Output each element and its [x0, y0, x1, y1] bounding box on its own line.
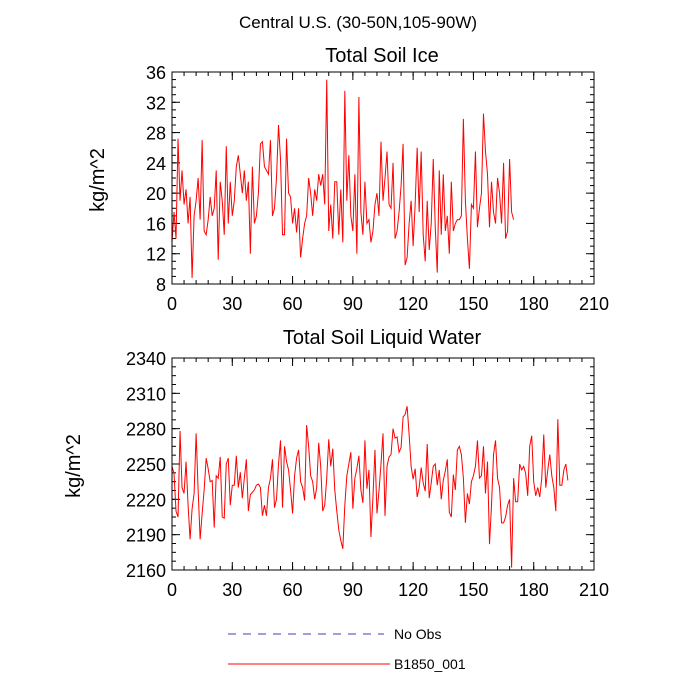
y-tick-label: 2220	[126, 490, 166, 510]
x-tick-label: 0	[167, 294, 177, 314]
y-tick-label: 2310	[126, 384, 166, 404]
legend-label-b1850: B1850_001	[394, 656, 466, 672]
x-tick-label: 150	[458, 580, 488, 600]
legend: No Obs B1850_001	[228, 626, 466, 672]
series-line-soil-ice	[171, 79, 515, 278]
tick-labels-soil-liquid-water: 0 30 60 90 120 150 180 210 2160 2190 2220 2250 2280 2…	[126, 349, 609, 600]
y-tick-label: 2250	[126, 455, 166, 475]
legend-label-no-obs: No Obs	[394, 626, 441, 642]
panel-total-soil-ice: Total Soil Ice kg/m^2 0 30 60 90 120 150 180 21…	[87, 45, 609, 314]
y-tick-label: 16	[146, 214, 166, 234]
x-tick-label: 180	[519, 580, 549, 600]
x-tick-label: 210	[579, 294, 609, 314]
y-tick-label: 36	[146, 63, 166, 83]
y-tick-label: 28	[146, 124, 166, 144]
x-tick-label: 30	[222, 294, 242, 314]
figure-title: Central U.S. (30-50N,105-90W)	[239, 13, 477, 32]
series-line-soil-liquid-water	[171, 406, 569, 568]
x-tick-label: 180	[519, 294, 549, 314]
panel-title-soil-ice: Total Soil Ice	[325, 45, 438, 67]
y-tick-label: 2280	[126, 420, 166, 440]
x-tick-label: 30	[222, 580, 242, 600]
y-tick-label: 2190	[126, 526, 166, 546]
panel-title-soil-liquid-water: Total Soil Liquid Water	[283, 327, 482, 349]
y-tick-label: 2160	[126, 561, 166, 581]
y-axis-label-soil-ice: kg/m^2	[87, 148, 109, 212]
y-axis-label-soil-liquid-water: kg/m^2	[63, 434, 85, 498]
y-tick-label: 32	[146, 93, 166, 113]
x-tick-label: 90	[343, 580, 363, 600]
y-tick-label: 24	[146, 154, 166, 174]
x-tick-label: 60	[283, 580, 303, 600]
x-tick-label: 120	[398, 294, 428, 314]
x-tick-label: 150	[458, 294, 488, 314]
ticks-soil-liquid-water	[171, 357, 595, 571]
panel-total-soil-liquid-water: Total Soil Liquid Water kg/m^2 0 30 60 90 12…	[63, 327, 609, 600]
x-tick-label: 90	[343, 294, 363, 314]
x-tick-label: 0	[167, 580, 177, 600]
x-tick-label: 210	[579, 580, 609, 600]
plot-frame-soil-ice	[171, 71, 595, 285]
x-tick-label: 60	[283, 294, 303, 314]
y-tick-label: 8	[156, 275, 166, 295]
plot-frame-soil-liquid-water	[171, 357, 595, 571]
x-tick-label: 120	[398, 580, 428, 600]
tick-labels-soil-ice: 0 30 60 90 120 150 180 210 8 12 16 20 24 28 32 36	[146, 63, 609, 314]
y-tick-label: 12	[146, 245, 166, 265]
y-tick-label: 2340	[126, 349, 166, 369]
y-tick-label: 20	[146, 184, 166, 204]
